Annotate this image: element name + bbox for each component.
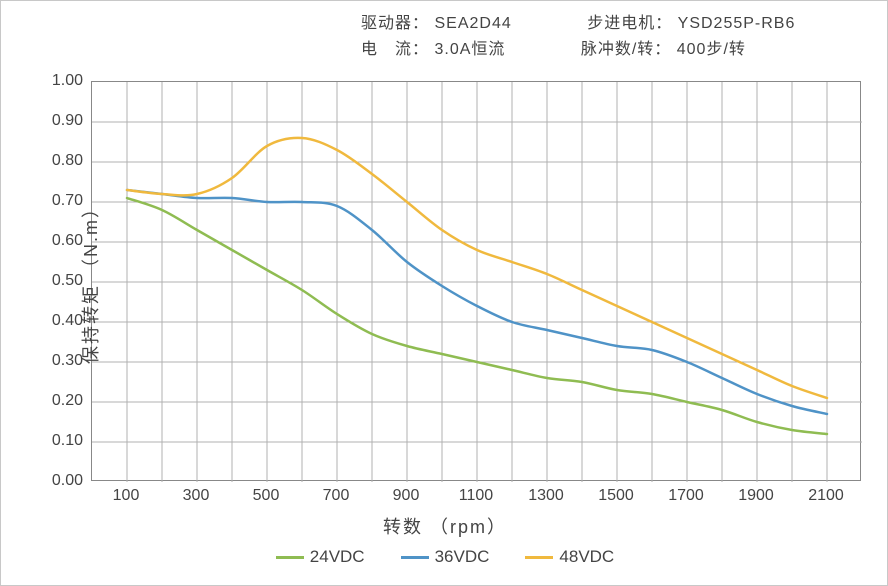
x-tick-label: 100 xyxy=(113,487,140,505)
y-tick-label: 0.70 xyxy=(23,192,83,210)
y-tick-label: 0.20 xyxy=(23,392,83,410)
driver-label: 驱动器： xyxy=(361,11,429,37)
legend-swatch xyxy=(276,556,304,559)
x-tick-label: 2100 xyxy=(808,487,844,505)
y-tick-label: 1.00 xyxy=(23,72,83,90)
legend-swatch xyxy=(401,556,429,559)
plot-area xyxy=(91,81,861,481)
y-tick-label: 0.60 xyxy=(23,232,83,250)
current-label: 电 流： xyxy=(361,37,429,63)
y-tick-label: 0.50 xyxy=(23,272,83,290)
header-row-2: 电 流： 3.0A恒流 脉冲数/转： 400步/转 xyxy=(361,37,795,63)
y-tick-label: 0.40 xyxy=(23,312,83,330)
pulse-value: 400步/转 xyxy=(677,37,746,63)
header-block: 驱动器： SEA2D44 步进电机： YSD255P-RB6 电 流： 3.0A… xyxy=(361,11,795,63)
y-tick-label: 0.30 xyxy=(23,352,83,370)
current-value: 3.0A恒流 xyxy=(434,37,505,63)
x-tick-label: 700 xyxy=(323,487,350,505)
y-tick-label: 0.10 xyxy=(23,432,83,450)
legend-label: 48VDC xyxy=(559,547,614,566)
x-tick-label: 1100 xyxy=(459,487,493,505)
y-tick-label: 0.80 xyxy=(23,152,83,170)
x-tick-label: 300 xyxy=(183,487,210,505)
x-tick-label: 1500 xyxy=(598,487,634,505)
legend: 24VDC 36VDC 48VDC xyxy=(1,547,888,567)
x-tick-label: 1700 xyxy=(668,487,704,505)
x-tick-label: 500 xyxy=(253,487,280,505)
legend-item: 36VDC xyxy=(401,547,490,567)
motor-label: 步进电机： xyxy=(587,11,672,37)
x-axis-label: 转数 （rpm） xyxy=(1,513,888,539)
legend-label: 24VDC xyxy=(310,547,365,566)
figure-container: 驱动器： SEA2D44 步进电机： YSD255P-RB6 电 流： 3.0A… xyxy=(0,0,888,586)
legend-item: 48VDC xyxy=(525,547,614,567)
pulse-label: 脉冲数/转： xyxy=(581,37,671,63)
x-tick-label: 1900 xyxy=(738,487,774,505)
motor-value: YSD255P-RB6 xyxy=(678,11,796,37)
x-tick-label: 900 xyxy=(393,487,420,505)
driver-value: SEA2D44 xyxy=(434,11,511,37)
legend-swatch xyxy=(525,556,553,559)
plot-svg xyxy=(92,82,860,480)
legend-item: 24VDC xyxy=(276,547,365,567)
y-tick-label: 0.90 xyxy=(23,112,83,130)
y-tick-label: 0.00 xyxy=(23,472,83,490)
legend-label: 36VDC xyxy=(435,547,490,566)
x-tick-label: 1300 xyxy=(528,487,564,505)
header-row-1: 驱动器： SEA2D44 步进电机： YSD255P-RB6 xyxy=(361,11,795,37)
